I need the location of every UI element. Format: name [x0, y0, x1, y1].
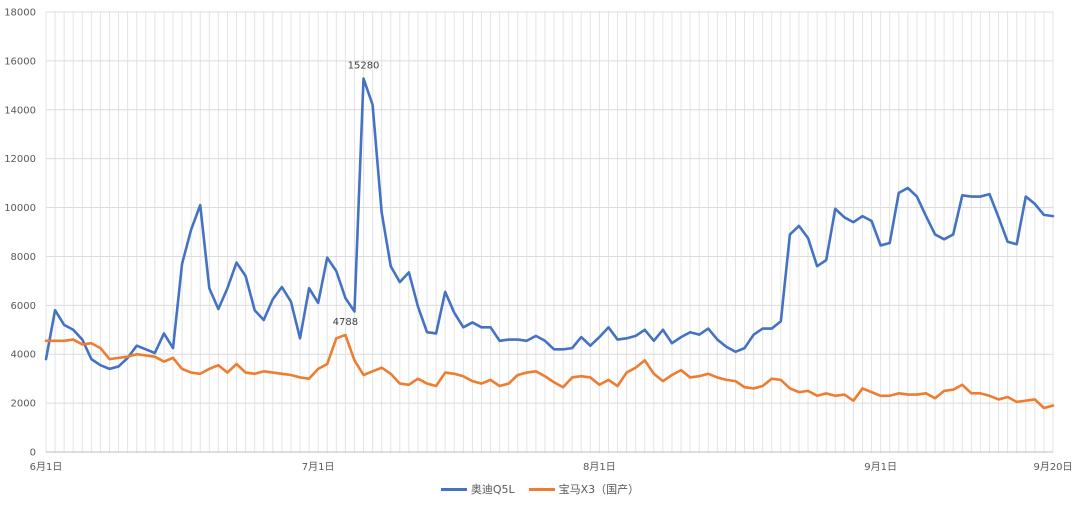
data-label: 15280 [348, 60, 380, 71]
x-tick-label: 7月1日 [302, 461, 335, 473]
series-line-0 [44, 77, 1055, 371]
legend-item-audi: 奥迪Q5L [440, 481, 515, 497]
legend: 奥迪Q5L 宝马X3（国产） [0, 481, 1080, 497]
y-tick-label: 0 [30, 448, 36, 459]
x-tick-label: 9月1日 [864, 461, 897, 473]
horizontal-gridlines [46, 11, 1053, 453]
data-label: 4788 [333, 317, 358, 328]
vertical-gridlines [45, 12, 1054, 452]
legend-swatch-audi [440, 487, 467, 491]
y-tick-label: 14000 [4, 105, 36, 116]
legend-label-bmw: 宝马X3（国产） [558, 483, 640, 496]
y-tick-label: 12000 [4, 154, 36, 165]
legend-swatch-bmw [528, 487, 555, 491]
legend-item-bmw: 宝马X3（国产） [528, 481, 640, 497]
y-tick-label: 2000 [11, 399, 36, 410]
x-tick-label: 6月1日 [30, 461, 63, 473]
x-tick-label: 9月20日 [1033, 461, 1072, 473]
y-tick-label: 16000 [4, 56, 36, 67]
data-labels: 15280 4788 [333, 60, 380, 327]
series-line-1 [44, 333, 1055, 410]
y-tick-label: 8000 [11, 252, 36, 263]
x-tick-label: 8月1日 [583, 461, 616, 473]
x-axis: 6月1日 7月1日 8月1日 9月1日 9月20日 [30, 461, 1073, 473]
y-tick-label: 18000 [4, 8, 36, 19]
y-tick-label: 10000 [4, 203, 36, 214]
legend-label-audi: 奥迪Q5L [470, 483, 515, 496]
y-tick-label: 4000 [11, 350, 36, 361]
y-axis: 0 2000 4000 6000 8000 10000 12000 14000 16000 180… [4, 8, 36, 459]
line-chart: 0 2000 4000 6000 8000 10000 12000 14000 16000 180… [4, 8, 1073, 474]
series-lines [44, 77, 1055, 410]
y-tick-label: 6000 [11, 301, 36, 312]
